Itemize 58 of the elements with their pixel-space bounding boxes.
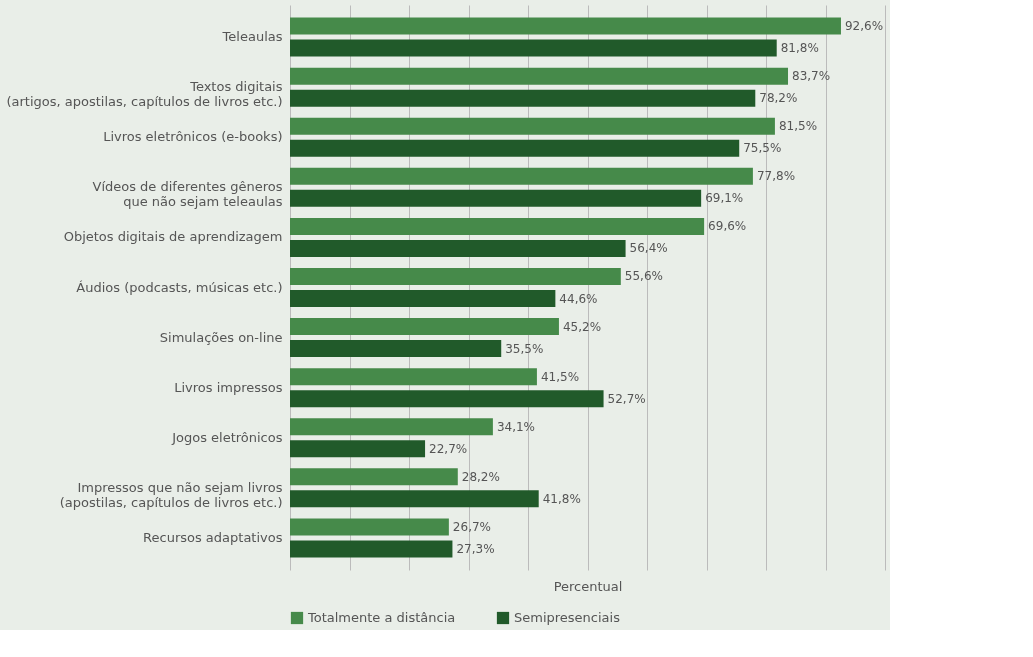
data-label: 28,2% — [461, 469, 500, 484]
y-tick-label: Teleaulas — [221, 29, 283, 45]
bar — [290, 290, 556, 308]
legend-label: Totalmente a distância — [307, 610, 456, 625]
y-tick-label: Recursos adaptativos — [143, 529, 283, 545]
bar — [290, 490, 539, 508]
bar — [290, 267, 621, 285]
bar — [290, 540, 453, 558]
bar — [290, 468, 458, 486]
y-tick-label: Vídeos de diferentes gêneros que não sejam teleaulas — [92, 179, 283, 210]
bar — [290, 139, 740, 157]
y-tick-label: Jogos eletrônicos — [171, 429, 283, 445]
y-tick-label: Objetos digitais de aprendizagem — [63, 229, 283, 245]
data-label: 22,7% — [429, 441, 468, 456]
data-label: 27,3% — [456, 541, 495, 556]
data-label: 83,7% — [792, 69, 831, 84]
data-label: 45,2% — [562, 319, 602, 334]
bar — [290, 89, 756, 107]
bar — [290, 67, 789, 85]
bar — [290, 318, 559, 336]
y-tick-label: Livros eletrônicos (e-books) — [103, 129, 283, 145]
data-label: 55,6% — [624, 269, 663, 284]
data-label: 92,6% — [844, 19, 884, 34]
data-label: 35,5% — [505, 341, 544, 356]
data-label: 75,5% — [743, 141, 782, 156]
bar — [290, 39, 777, 57]
bar — [290, 189, 702, 207]
data-label: 81,8% — [780, 41, 819, 56]
bar — [290, 217, 705, 235]
bar — [290, 518, 449, 536]
data-label: 34,1% — [496, 419, 536, 434]
bar — [290, 390, 604, 408]
data-label: 41,8% — [542, 491, 581, 506]
data-label: 41,5% — [540, 369, 580, 384]
data-label: 81,5% — [778, 119, 818, 134]
bar — [290, 368, 537, 386]
x-axis-title: Percentual — [553, 578, 623, 594]
legend-label: Semipresenciais — [514, 610, 621, 625]
data-label: 69,6% — [708, 219, 747, 234]
y-tick-label: Simulações on-line — [159, 329, 283, 345]
data-label: 26,7% — [452, 519, 491, 534]
y-tick-label: Áudios (podcasts, músicas etc.) — [76, 279, 283, 295]
bar — [290, 340, 502, 358]
data-label: 52,7% — [607, 391, 646, 406]
data-label: 77,8% — [756, 169, 796, 184]
data-label: 44,6% — [559, 291, 598, 306]
data-label: 56,4% — [629, 241, 668, 256]
bar — [290, 117, 775, 135]
y-tick-label: Impressos que não sejam livros (apostilas, capítulos de livros etc.) — [59, 479, 283, 510]
y-tick-label: Textos digitais (artigos, apostilas, capítulos de livros etc.) — [6, 79, 283, 110]
bar — [290, 239, 626, 257]
bar — [290, 418, 493, 436]
bar — [290, 440, 426, 458]
bar — [290, 17, 841, 35]
data-label: 69,1% — [705, 191, 744, 206]
bar — [290, 167, 753, 185]
data-label: 78,2% — [759, 91, 798, 106]
y-tick-label: Livros impressos — [174, 379, 283, 395]
